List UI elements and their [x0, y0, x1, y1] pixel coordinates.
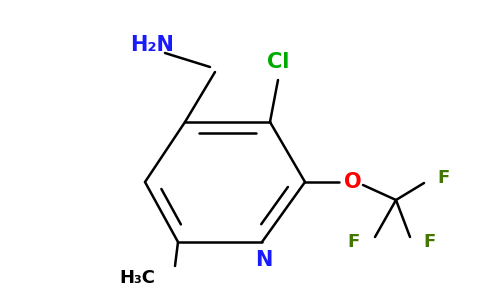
Text: H₃C: H₃C: [119, 269, 155, 287]
Text: F: F: [348, 233, 360, 251]
Text: N: N: [256, 250, 272, 270]
Text: H₂N: H₂N: [130, 35, 174, 55]
Text: F: F: [437, 169, 449, 187]
Text: F: F: [423, 233, 435, 251]
Text: O: O: [344, 172, 362, 192]
Text: Cl: Cl: [267, 52, 289, 72]
